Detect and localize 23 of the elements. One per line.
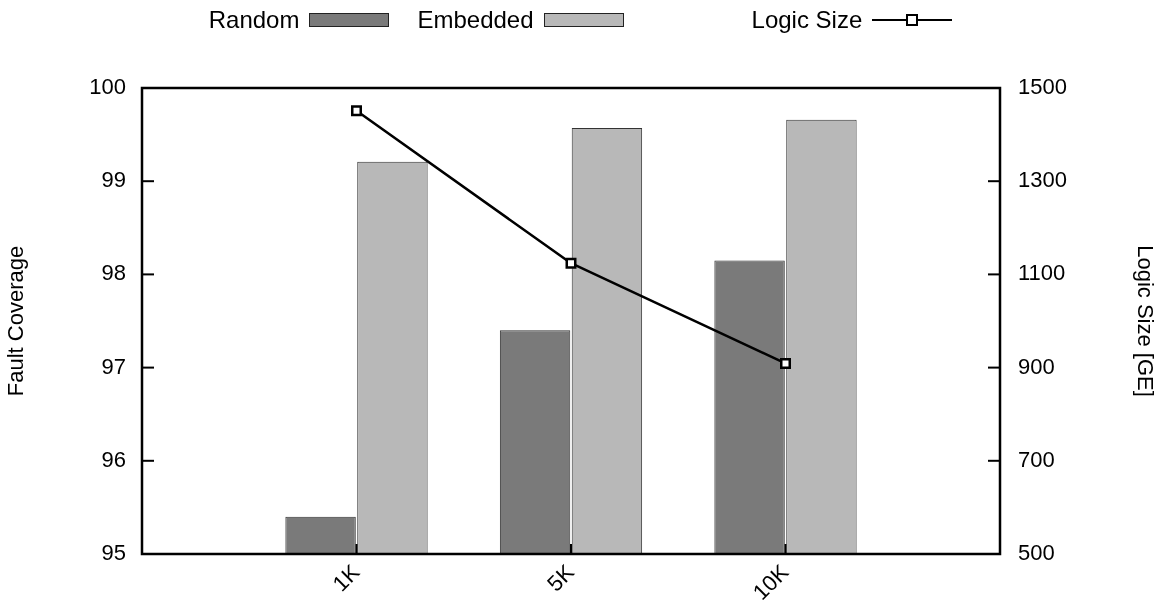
y2-tick-label: 700 xyxy=(1018,446,1055,472)
y-tick-label: 98 xyxy=(101,260,126,286)
point xyxy=(565,257,577,269)
y2-tick-label: 500 xyxy=(1018,540,1055,566)
y-tick-label: 97 xyxy=(101,353,126,379)
y2-axis-title: Logic Size [GE] xyxy=(1132,245,1158,397)
y-tick-label: 100 xyxy=(89,74,126,100)
point xyxy=(351,105,362,117)
x-tick-label: 10K xyxy=(747,559,794,605)
x-tick-label: 1K xyxy=(327,559,365,597)
legend-label: Logic Size xyxy=(751,6,863,34)
legend-label: Random xyxy=(208,6,300,34)
y-tick-label: 99 xyxy=(101,167,126,193)
y2-tick-label: 1100 xyxy=(1018,260,1066,286)
y2-tick-label: 1500 xyxy=(1018,74,1067,100)
y2-tick-label: 900 xyxy=(1018,353,1055,379)
y-axis-title: Fault Coverage xyxy=(3,245,29,397)
x-tick-label: 5K xyxy=(542,559,580,597)
legend-label: Embedded xyxy=(417,6,534,34)
y-tick-label: 96 xyxy=(101,446,126,472)
point xyxy=(780,357,791,369)
y-tick-label: 95 xyxy=(101,540,126,566)
y2-tick-label: 1300 xyxy=(1018,167,1067,193)
